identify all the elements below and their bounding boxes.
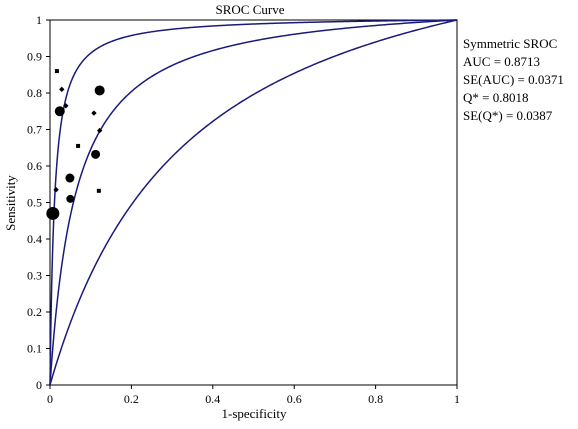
y-tick-label: 1: [36, 13, 42, 27]
study-point: [96, 127, 103, 134]
y-tick-label: 0: [36, 378, 42, 392]
study-point: [53, 187, 59, 193]
study-point: [91, 149, 101, 159]
study-point: [65, 173, 75, 183]
stats-se-auc: SE(AUC) = 0.0371: [463, 72, 564, 87]
study-point: [96, 188, 101, 193]
sroc-curve-center: [49, 19, 458, 386]
x-tick-label: 0: [47, 392, 53, 406]
study-points: [46, 69, 105, 220]
sroc-curve-upper: [49, 19, 458, 385]
study-point: [54, 106, 65, 117]
y-tick-label: 0.6: [27, 159, 42, 173]
y-tick-label: 0.7: [27, 123, 42, 137]
y-tick-label: 0.4: [27, 232, 42, 246]
y-tick-label: 0.9: [27, 50, 42, 64]
y-tick-label: 0.1: [27, 342, 42, 356]
stats-annotation: Symmetric SROC AUC = 0.8713 SE(AUC) = 0.…: [463, 36, 564, 123]
sroc-curves: [49, 19, 458, 386]
x-tick-label: 0.2: [124, 392, 139, 406]
x-tick-label: 0.6: [287, 392, 302, 406]
study-point: [59, 86, 65, 93]
study-point: [63, 103, 69, 109]
x-axis-label: 1-specificity: [222, 406, 287, 421]
y-tick-label: 0.5: [27, 196, 42, 210]
y-tick-label: 0.8: [27, 86, 42, 100]
study-point: [91, 110, 97, 116]
y-tick-label: 0.2: [27, 305, 42, 319]
study-point: [76, 143, 81, 148]
study-point: [47, 211, 56, 220]
x-tick-label: 0.4: [205, 392, 220, 406]
stats-auc: AUC = 0.8713: [463, 54, 540, 69]
plot-frame: [49, 19, 458, 386]
x-tick-label: 0.8: [368, 392, 383, 406]
y-tick-label: 0.3: [27, 269, 42, 283]
stats-q-star: Q* = 0.8018: [463, 90, 528, 105]
y-axis-label: Sensitivity: [3, 175, 18, 231]
y-axis-ticks: 0 0.1 0.2 0.3 0.4 0.5 0.6 0.7 0.8 0.9 1: [27, 13, 50, 392]
study-point: [54, 69, 59, 74]
stats-label: Symmetric SROC: [463, 36, 557, 51]
sroc-curve-lower: [49, 19, 458, 386]
x-tick-label: 1: [454, 392, 460, 406]
x-axis-ticks: 0 0.2 0.4 0.6 0.8 1: [47, 385, 460, 406]
study-point: [66, 194, 75, 203]
chart-title: SROC Curve: [216, 2, 285, 17]
stats-se-q-star: SE(Q*) = 0.0387: [463, 108, 553, 123]
study-point: [94, 85, 105, 96]
